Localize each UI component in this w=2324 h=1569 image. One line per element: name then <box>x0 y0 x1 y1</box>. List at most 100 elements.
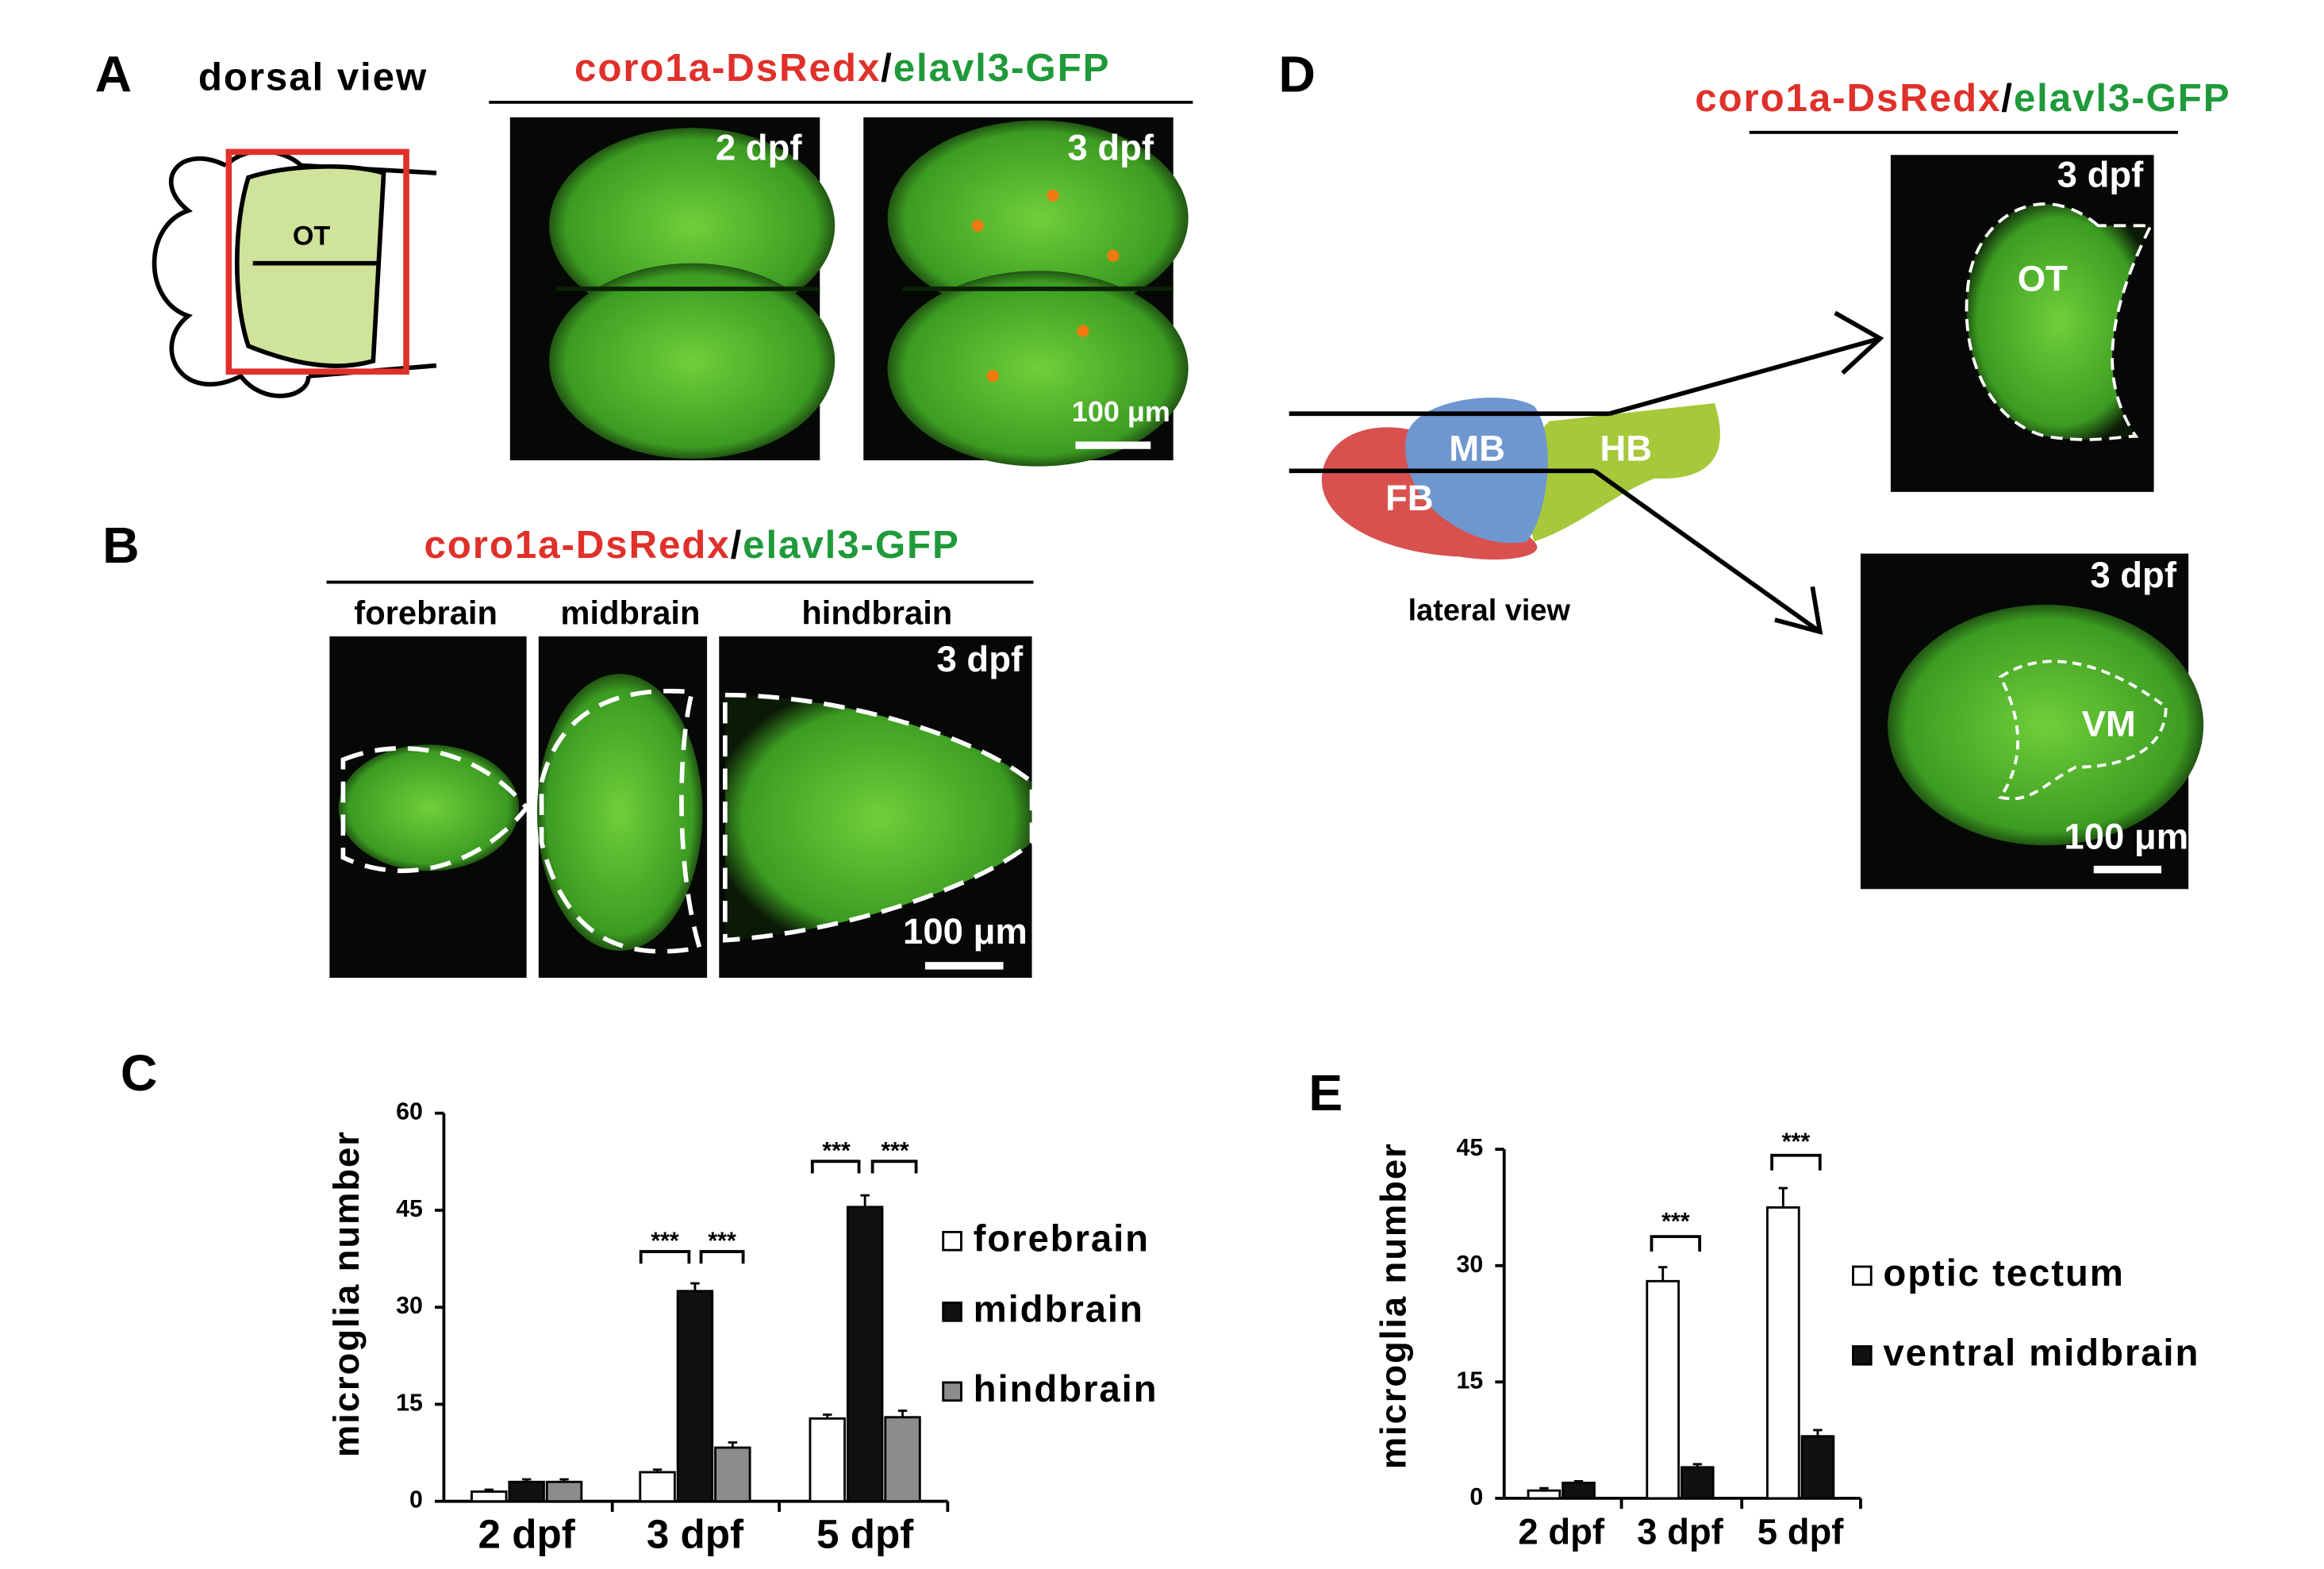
scale-label: 100 μm <box>1072 395 1170 428</box>
y-axis-label: microglia number <box>326 1130 367 1457</box>
title-red: coro1a-DsRedx <box>1695 76 2001 120</box>
legend-label: optic tectum <box>1883 1252 2124 1294</box>
error-bar <box>690 1282 700 1291</box>
legend-swatch <box>942 1302 962 1322</box>
bar <box>1680 1466 1715 1500</box>
y-tick-label: 15 <box>396 1390 423 1416</box>
legend-swatch <box>942 1230 962 1252</box>
part-label: FB <box>1385 478 1434 518</box>
x-tick-label: 5 dpf <box>1757 1511 1845 1552</box>
bar <box>884 1416 921 1503</box>
title-sep: / <box>2001 76 2014 120</box>
micrograph <box>1890 155 2154 492</box>
y-tick-label: 30 <box>396 1293 423 1319</box>
legend-label: ventral midbrain <box>1883 1332 2199 1374</box>
y-tick-label: 30 <box>1456 1252 1483 1278</box>
stage-label: 3 dpf <box>2090 555 2177 595</box>
part-label: HB <box>1600 429 1652 469</box>
micrograph <box>719 636 1035 979</box>
title-red: coro1a-DsRedx <box>574 46 881 90</box>
legend-swatch <box>1852 1265 1873 1286</box>
significance: *** <box>822 1138 851 1164</box>
stage-label: 3 dpf <box>937 639 1024 679</box>
error-bar <box>728 1441 738 1448</box>
y-tick-label: 0 <box>1469 1484 1483 1510</box>
panel-title: coro1a-DsRedx/elavl3-GFP <box>574 46 1110 90</box>
significance: *** <box>1782 1129 1811 1156</box>
panel-label: A <box>95 46 133 103</box>
panel-label: B <box>102 517 140 574</box>
region-label: midbrain <box>560 594 700 631</box>
title-red: coro1a-DsRedx <box>424 523 731 567</box>
x-tick-label: 5 dpf <box>816 1512 914 1557</box>
region-label: OT <box>293 221 331 252</box>
title-sep: / <box>731 523 743 567</box>
error-bar <box>1778 1186 1788 1208</box>
bar <box>1646 1279 1681 1500</box>
region-label: forebrain <box>354 594 497 631</box>
title-green: elavl3-GFP <box>2014 76 2231 120</box>
panel-title: coro1a-DsRedx/elavl3-GFP <box>1695 76 2230 120</box>
legend-label: midbrain <box>974 1288 1144 1330</box>
error-bar <box>823 1413 832 1419</box>
significance: *** <box>881 1138 909 1164</box>
stage-label: 3 dpf <box>2057 155 2145 195</box>
y-tick-label: 0 <box>409 1487 423 1513</box>
y-tick-label: 45 <box>396 1196 423 1222</box>
error-bar <box>897 1409 908 1417</box>
region-label: hindbrain <box>801 594 952 631</box>
stage-label: 2 dpf <box>716 128 803 168</box>
error-bar <box>484 1488 494 1492</box>
title-green: elavl3-GFP <box>743 523 960 567</box>
panel-title: coro1a-DsRedx/elavl3-GFP <box>424 523 960 567</box>
significance: *** <box>708 1229 736 1255</box>
x-tick-label: 3 dpf <box>1637 1511 1724 1552</box>
view-label: dorsal view <box>198 55 428 98</box>
y-tick-label: 15 <box>1456 1367 1483 1394</box>
x-tick-label: 2 dpf <box>1518 1511 1605 1552</box>
micrograph <box>536 636 708 979</box>
error-bar <box>559 1478 569 1482</box>
stage-label: 3 dpf <box>1067 128 1154 168</box>
bar <box>714 1446 751 1503</box>
micrograph <box>509 117 835 461</box>
bar <box>846 1206 884 1503</box>
micrograph <box>1860 553 2204 890</box>
bar <box>545 1480 583 1503</box>
title-sep: / <box>881 46 893 90</box>
micrograph <box>329 636 530 979</box>
legend-label: forebrain <box>974 1217 1150 1259</box>
view-label: lateral view <box>1408 594 1571 627</box>
bar <box>639 1471 676 1503</box>
bar <box>508 1480 545 1503</box>
x-tick-label: 2 dpf <box>478 1512 576 1557</box>
legend-swatch <box>1852 1345 1873 1366</box>
region-label: OT <box>2018 258 2068 298</box>
part-label: MB <box>1449 429 1505 469</box>
error-bar <box>1573 1479 1584 1483</box>
significance-brackets <box>639 1153 1822 1264</box>
error-bar <box>521 1478 532 1482</box>
scale-label: 100 μm <box>903 911 1028 952</box>
legend-swatch <box>942 1381 962 1402</box>
lateral-schematic <box>1289 310 1884 635</box>
error-bar <box>1692 1463 1702 1467</box>
error-bar <box>1539 1486 1549 1491</box>
y-axis-label: microglia number <box>1373 1142 1413 1469</box>
significance: *** <box>1661 1209 1690 1235</box>
y-tick-label: 45 <box>1456 1135 1483 1161</box>
bar <box>676 1290 714 1503</box>
significance: *** <box>651 1229 679 1255</box>
panel-label: E <box>1308 1064 1343 1121</box>
error-bar <box>652 1468 663 1473</box>
dorsal-schematic <box>152 148 437 398</box>
panel-label: C <box>121 1044 158 1102</box>
title-green: elavl3-GFP <box>893 46 1111 90</box>
bar <box>809 1417 846 1503</box>
bar <box>1800 1435 1835 1500</box>
panel-label: D <box>1278 46 1316 103</box>
region-label: VM <box>2082 704 2136 744</box>
bar <box>1527 1489 1561 1500</box>
bar <box>471 1490 508 1503</box>
